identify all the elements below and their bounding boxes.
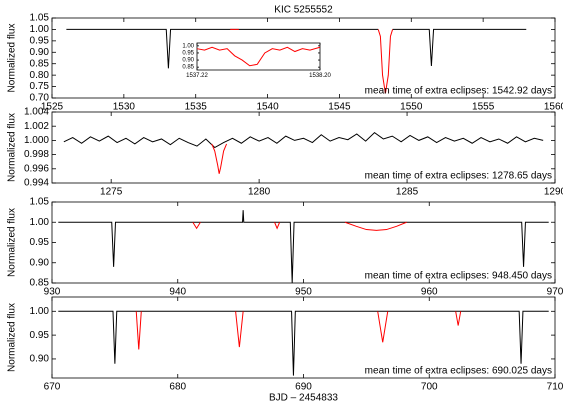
y-tick-label: 0.95 [30, 237, 50, 248]
x-tick-label: 1285 [396, 187, 419, 198]
x-tick-label: 1280 [248, 187, 271, 198]
inset-background [197, 43, 320, 70]
x-tick-label: 1535 [185, 102, 208, 113]
annotation: mean time of extra eclipses: 1278.65 day… [365, 171, 552, 182]
annotation: mean time of extra eclipses: 1542.92 day… [365, 86, 552, 97]
light-curve [230, 28, 394, 94]
light-curve [135, 311, 462, 350]
x-tick-label: 1525 [41, 102, 64, 113]
x-tick-label: 1537.22 [186, 73, 208, 79]
y-tick-label: 0.95 [30, 35, 50, 46]
y-tick-label: 0.90 [30, 257, 50, 268]
plot-frame [196, 42, 321, 71]
x-tick-label: 1540 [256, 102, 279, 113]
x-tick-label: 700 [421, 382, 438, 393]
light-curve [192, 221, 407, 231]
y-tick-label: 0.95 [182, 51, 194, 57]
chart-title: KIC 5255552 [274, 5, 333, 16]
y-tick-label: 0.90 [30, 47, 50, 58]
y-tick-label: 0.998 [24, 149, 49, 160]
light-curve [63, 131, 544, 149]
x-tick-label: 680 [169, 382, 186, 393]
x-tick-label: 1275 [100, 187, 123, 198]
y-tick-label: 1.004 [24, 107, 49, 118]
y-tick-label: 1.00 [182, 43, 194, 49]
x-tick-label: 950 [295, 287, 312, 298]
y-tick-label: 1.00 [30, 24, 50, 35]
annotation: mean time of extra eclipses: 948.450 day… [365, 271, 552, 282]
y-axis-label: Normalized flux [7, 24, 18, 93]
light-curve [66, 28, 527, 69]
x-tick-label: 1555 [472, 102, 495, 113]
x-tick-label: 940 [169, 287, 186, 298]
x-tick-label: 1550 [400, 102, 423, 113]
x-axis-label: BJD – 2454833 [269, 393, 338, 404]
panel: 930 940 950 960 970 0.85 0.90 0.95 1.00 1.05 Norma… [7, 197, 563, 298]
x-tick-label: 1530 [113, 102, 136, 113]
annotation: mean time of extra eclipses: 690.025 day… [365, 366, 552, 377]
y-tick-label: 0.85 [30, 278, 50, 289]
light-curve [58, 210, 549, 284]
y-axis-label: Normalized flux [7, 208, 18, 277]
y-axis-label: Normalized flux [7, 113, 18, 182]
x-tick-label: 670 [44, 382, 61, 393]
inset: 1537.22 1538.20 0.850.900.95 1.00 [182, 42, 332, 79]
x-tick-label: 960 [421, 287, 438, 298]
y-tick-label: 0.75 [30, 81, 50, 92]
x-tick-label: 690 [295, 382, 312, 393]
y-tick-label: 0.90 [30, 354, 50, 365]
y-tick-label: 1.00 [30, 217, 50, 228]
x-tick-label: 970 [547, 287, 563, 298]
y-tick-label: 1.002 [24, 121, 49, 132]
plot-frame [51, 17, 556, 99]
y-tick-label: 0.994 [24, 178, 49, 189]
y-tick-label: 0.90 [182, 58, 194, 64]
light-curve [58, 310, 549, 376]
y-tick-label: 1.05 [30, 197, 50, 208]
x-tick-label: 1545 [328, 102, 351, 113]
y-tick-label: 0.85 [182, 65, 194, 71]
plot-frame [51, 111, 556, 184]
panel: 670 680 690 700 710 0.90 0.95 1.00 Normalized fl… [7, 296, 563, 404]
y-tick-label: 0.80 [30, 70, 50, 81]
y-axis-label: Normalized flux [7, 303, 18, 372]
y-tick-label: 1.00 [30, 306, 50, 317]
x-tick-label: 1538.20 [309, 73, 331, 79]
light-curve [211, 143, 228, 174]
y-tick-label: 1.000 [24, 135, 49, 146]
x-tick-label: 710 [547, 382, 563, 393]
x-tick-label: 930 [44, 287, 61, 298]
y-tick-label: 1.05 [30, 13, 50, 24]
y-tick-label: 0.85 [30, 58, 50, 69]
light-curve [196, 46, 321, 67]
y-tick-label: 0.996 [24, 163, 49, 174]
y-tick-label: 0.95 [30, 330, 50, 341]
y-tick-label: 0.70 [30, 93, 50, 104]
